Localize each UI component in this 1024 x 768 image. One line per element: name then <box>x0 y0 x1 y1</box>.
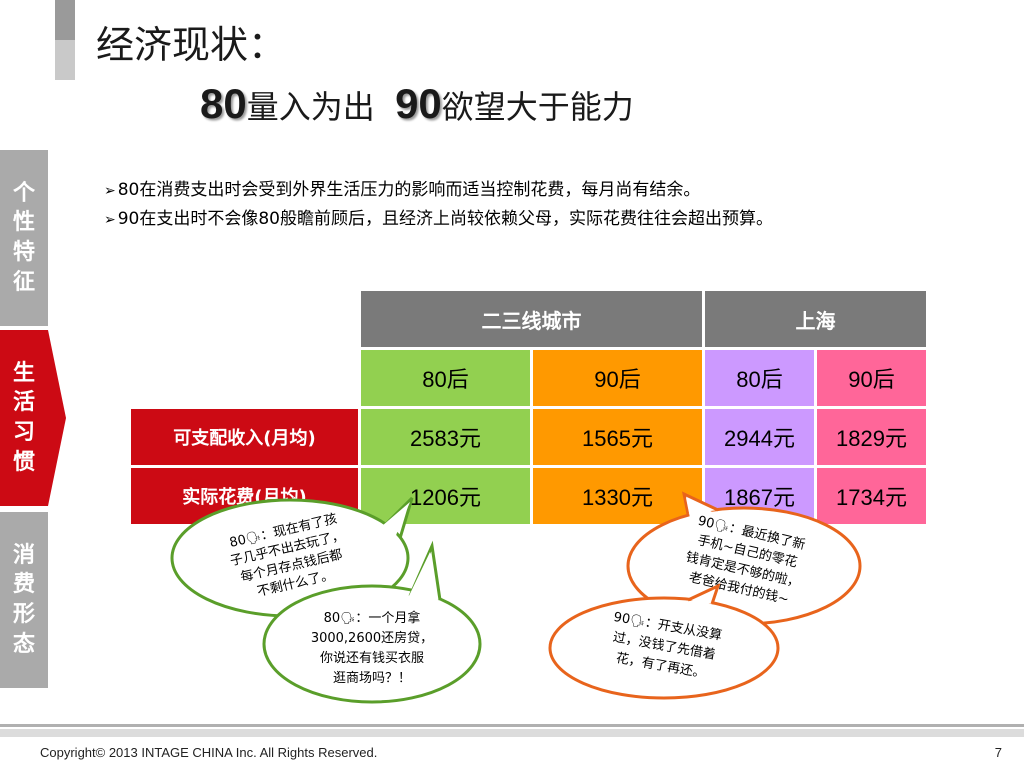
subheader-cell: 90后 <box>533 350 702 406</box>
copyright-text: Copyright© 2013 INTAGE CHINA Inc. All Ri… <box>40 745 378 760</box>
active-tab-arrow <box>48 330 66 506</box>
sidebar-tab-char: 特 <box>12 240 35 265</box>
footer-divider-band <box>0 729 1024 737</box>
sidebar-tab-char: 费 <box>12 572 35 598</box>
bullet-text: 80在消费支出时会受到外界生活压力的影响而适当控制花费，每月尚有结余。 <box>117 180 701 200</box>
page-title: 经济现状： <box>96 23 287 67</box>
table-row: 实际花费(月均) 1206元 1330元 1867元 1734元 <box>131 468 926 524</box>
bubble-prefix: 80 <box>324 611 341 626</box>
table-cell: 1734元 <box>817 468 926 524</box>
bubble-line: 你说还有钱买衣服 <box>320 650 424 666</box>
bubble-line: 手机~自己的零花 <box>696 532 799 571</box>
page-subtitle: 80量入为出 90欲望大于能力 <box>200 80 634 128</box>
group-header-tier23: 二三线城市 <box>361 291 702 347</box>
speaker-icon: 🗣 <box>340 611 355 625</box>
sidebar-tab-char: 生 <box>12 360 35 386</box>
title-decoration-bar-dark <box>55 0 75 40</box>
sidebar-tab-char: 消 <box>12 542 35 568</box>
sidebar-tab-char: 形 <box>12 602 35 627</box>
table-empty-cell <box>131 291 358 347</box>
sidebar-tab-consumption[interactable]: 消 费 形 态 <box>0 512 48 688</box>
table-empty-cell <box>131 350 358 406</box>
sidebar-tab-char: 惯 <box>12 449 35 475</box>
bullet-item: ➢ 90在支出时不会像80般瞻前顾后，且经济上尚较依赖父母，实际花费往往会超出预算… <box>104 205 773 234</box>
row-label: 实际花费(月均) <box>131 468 358 524</box>
table-cell: 1565元 <box>533 409 702 465</box>
table-cell: 2944元 <box>705 409 814 465</box>
bubble-line: 90🗣：开支从没算 <box>612 610 723 644</box>
footer-divider <box>0 724 1024 727</box>
bullet-text: 90在支出时不会像80般瞻前顾后，且经济上尚较依赖父母，实际花费往往会超出预算。 <box>117 209 773 229</box>
row-label: 可支配收入(月均) <box>131 409 358 465</box>
bubble-line: 每个月存点钱后都 <box>239 546 344 585</box>
sidebar-tab-char: 活 <box>12 390 35 416</box>
subtitle-num-90: 90 <box>395 80 442 127</box>
table-cell: 1867元 <box>705 468 814 524</box>
bubble-line: 过，没钱了先借着 <box>612 629 717 663</box>
subtitle-text-90: 欲望大于能力 <box>441 88 634 126</box>
speaker-icon: 🗣 <box>629 613 646 629</box>
table-cell: 1330元 <box>533 468 702 524</box>
bubble-line: 逛商场吗？！ <box>333 671 411 686</box>
income-spending-table: 二三线城市 上海 80后 90后 80后 90后 可支配收入(月均) 2583元… <box>128 288 929 527</box>
bubble-prefix: 80 <box>228 533 247 551</box>
bubble-line: 3000,2600还房贷， <box>311 630 433 646</box>
subheader-cell: 80后 <box>705 350 814 406</box>
table-row: 可支配收入(月均) 2583元 1565元 2944元 1829元 <box>131 409 926 465</box>
arrow-bullet-icon: ➢ <box>104 212 116 228</box>
group-header-shanghai: 上海 <box>705 291 926 347</box>
arrow-bullet-icon: ➢ <box>104 183 116 199</box>
bubble-line-text: ：开支从没算 <box>644 615 723 643</box>
table-group-header-row: 二三线城市 上海 <box>131 291 926 347</box>
sidebar-tab-char: 性 <box>12 210 35 236</box>
sidebar-tab-lifestyle[interactable]: 生 活 习 惯 <box>0 330 48 506</box>
sidebar-tab-char: 个 <box>12 180 35 206</box>
sidebar-tab-char: 习 <box>12 420 35 445</box>
sidebar-tab-personality[interactable]: 个 性 特 征 <box>0 150 48 326</box>
table-cell: 1829元 <box>817 409 926 465</box>
subheader-cell: 90后 <box>817 350 926 406</box>
bubble-line: 钱肯定是不够的啦， <box>684 549 802 591</box>
speaker-icon: 🗣 <box>244 529 262 546</box>
bubble-line: 不剩什么了。 <box>256 568 335 600</box>
bullet-list: ➢ 80在消费支出时会受到外界生活压力的影响而适当控制花费，每月尚有结余。 ➢ 90… <box>104 176 773 234</box>
speech-bubble-90-b: 90🗣：开支从没算 过，没钱了先借着 花，有了再还。 <box>548 583 780 700</box>
bubble-line: 老爸给我付的钱~ <box>687 569 790 608</box>
bullet-item: ➢ 80在消费支出时会受到外界生活压力的影响而适当控制花费，每月尚有结余。 <box>104 176 773 205</box>
table-cell: 2583元 <box>361 409 530 465</box>
bubble-prefix: 90 <box>612 610 631 628</box>
subtitle-text-80: 量入为出 <box>246 88 375 126</box>
page-number: 7 <box>994 745 1002 760</box>
bubble-line: 子几乎不出去玩了， <box>229 528 346 569</box>
table-cell: 1206元 <box>361 468 530 524</box>
subheader-cell: 80后 <box>361 350 530 406</box>
sidebar-tab-char: 征 <box>12 269 35 295</box>
sidebar-tab-char: 态 <box>12 631 35 657</box>
bubble-line-text: ：一个月拿 <box>355 610 420 626</box>
bubble-line: 80🗣：一个月拿 <box>324 610 421 626</box>
subtitle-num-80: 80 <box>200 80 247 127</box>
speech-bubble-80-b: 80🗣：一个月拿 3000,2600还房贷， 你说还有钱买衣服 逛商场吗？！ <box>262 540 482 704</box>
table-subheader-row: 80后 90后 80后 90后 <box>131 350 926 406</box>
bubble-line: 花，有了再还。 <box>615 650 707 682</box>
